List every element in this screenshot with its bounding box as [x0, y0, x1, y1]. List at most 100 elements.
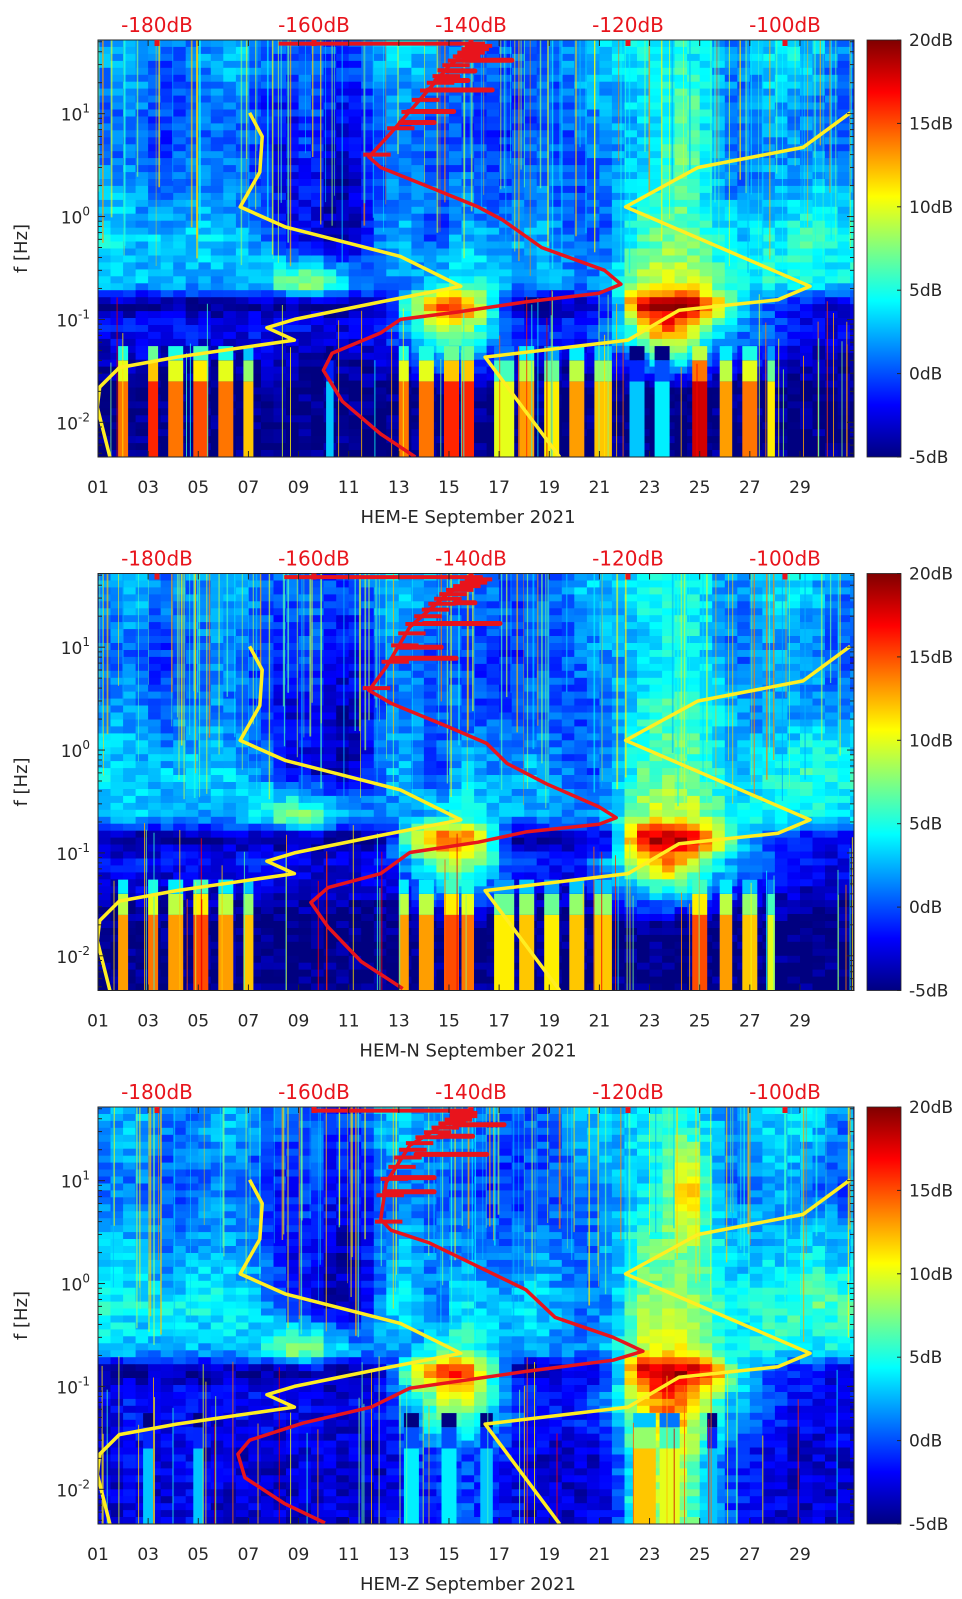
heatmap-cell: [749, 276, 763, 284]
heatmap-cell: [185, 380, 199, 389]
heatmap-cell: [774, 401, 788, 409]
heatmap-cell: [499, 304, 513, 312]
x-tick-label: 19: [538, 478, 560, 498]
heatmap-cell: [611, 248, 625, 256]
heatmap-cell: [135, 941, 149, 950]
heatmap-cell: [160, 865, 174, 873]
heatmap-cell: [210, 165, 224, 173]
heatmap-cell: [311, 283, 325, 291]
heatmap-cell: [160, 795, 174, 804]
heatmap-cell: [311, 401, 325, 409]
heatmap-cell: [135, 172, 149, 180]
heatmap-cell: [850, 352, 854, 361]
heatmap-cell: [800, 318, 814, 326]
heatmap-cell: [185, 914, 199, 922]
heatmap-cell: [737, 241, 751, 249]
heatmap-cell: [800, 359, 814, 368]
heatmap-cell: [812, 276, 826, 284]
top-db-tick: [468, 40, 474, 46]
heatmap-cell: [373, 359, 387, 368]
heatmap-cell: [749, 46, 763, 55]
heatmap-cell: [837, 102, 851, 110]
heatmap-cell: [135, 726, 149, 734]
heatmap-cell: [185, 290, 199, 298]
heatmap-cell: [286, 172, 300, 180]
heatmap-cell: [248, 394, 262, 402]
heatmap-cell: [185, 394, 199, 402]
heatmap-cell: [699, 137, 713, 145]
heatmap-cell: [210, 116, 224, 124]
heatmap-cell: [524, 325, 538, 333]
heatmap-cell: [210, 761, 224, 769]
heatmap-cell: [561, 297, 575, 305]
heatmap-cell: [98, 199, 112, 208]
heatmap-cell: [110, 809, 124, 818]
heatmap-cell: [210, 816, 224, 825]
heatmap-cell: [536, 151, 550, 159]
heatmap-cell: [173, 158, 187, 166]
heatmap-cell: [724, 151, 738, 159]
heatmap-cell: [674, 359, 688, 368]
heatmap-cell: [185, 941, 199, 950]
heatmap-cell: [474, 255, 488, 263]
heatmap-cell: [123, 158, 137, 166]
heatmap-cell: [674, 352, 688, 361]
heatmap-cell: [135, 206, 149, 215]
heatmap-cell: [286, 380, 300, 389]
heatmap-cell: [323, 331, 337, 340]
heatmap-cell: [825, 408, 839, 416]
heatmap-cell: [123, 53, 137, 62]
heatmap-cell: [98, 879, 112, 887]
heatmap-cell: [286, 60, 300, 69]
heatmap-cell: [323, 311, 337, 319]
heatmap-cell: [674, 262, 688, 270]
heatmap-cell: [185, 248, 199, 256]
heatmap-cell: [210, 858, 224, 866]
heatmap-cell: [611, 255, 625, 263]
heatmap-cell: [361, 255, 375, 263]
heatmap-cell: [286, 102, 300, 110]
heatmap-cell: [123, 928, 137, 936]
heatmap-cell: [261, 761, 275, 769]
heatmap-cell: [148, 255, 162, 263]
heatmap-cell: [436, 345, 450, 354]
heatmap-cell: [749, 213, 763, 222]
heatmap-cell: [825, 415, 839, 423]
heatmap-cell: [637, 290, 651, 298]
heatmap-cell: [386, 53, 400, 62]
heatmap-cell: [160, 318, 174, 326]
heatmap-cell: [812, 95, 826, 104]
heatmap-cell: [737, 338, 751, 347]
heatmap-cell: [850, 158, 854, 166]
heatmap-cell: [411, 338, 425, 347]
heatmap-cell: [398, 262, 412, 270]
heatmap-cell: [261, 359, 275, 368]
heatmap-cell: [511, 262, 525, 270]
heatmap-cell: [110, 248, 124, 256]
heatmap-cell: [248, 297, 262, 305]
heatmap-cell: [812, 325, 826, 333]
heatmap-cell: [298, 380, 312, 389]
heatmap-cell: [800, 338, 814, 347]
heatmap-cell: [649, 123, 663, 131]
heatmap-cell: [398, 241, 412, 249]
heatmap-cell: [812, 185, 826, 194]
heatmap-cell: [423, 172, 437, 180]
heatmap-cell: [135, 325, 149, 333]
heatmap-cell: [223, 747, 237, 755]
heatmap-cell: [185, 656, 199, 665]
heatmap: [98, 40, 854, 457]
heatmap-cell: [298, 276, 312, 284]
heatmap-cell: [198, 46, 212, 55]
heatmap-cell: [173, 622, 187, 630]
heatmap-cell: [837, 401, 851, 409]
heatmap-cell: [311, 276, 325, 284]
heatmap-cell: [762, 88, 776, 97]
heatmap-cell: [637, 318, 651, 326]
heatmap-cell: [198, 67, 212, 76]
heatmap-cell: [223, 851, 237, 859]
heatmap-cell: [160, 192, 174, 201]
heatmap-cell: [160, 74, 174, 83]
heatmap-cell: [98, 615, 112, 623]
heatmap-cell: [148, 227, 162, 236]
